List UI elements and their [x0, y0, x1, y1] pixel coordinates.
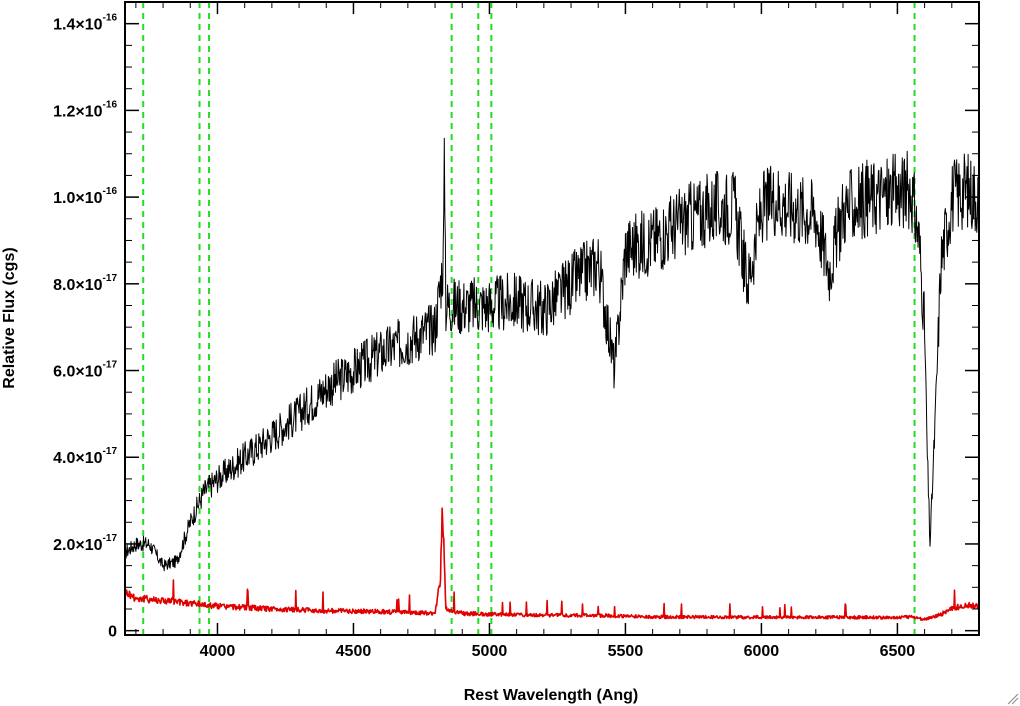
series-layer [124, 137, 980, 621]
y-tick-label: 8.0×10-17 [53, 273, 117, 294]
plot-frame [124, 1, 980, 636]
resize-grip-icon[interactable] [1007, 693, 1019, 705]
x-axis-title: Rest Wavelength (Ang) [464, 687, 639, 704]
spectrum-flux-line [124, 137, 980, 572]
x-tick-label: 5500 [608, 643, 644, 660]
y-tick-label: 1.0×10-16 [53, 186, 117, 207]
y-tick-label: 2.0×10-17 [53, 533, 117, 554]
y-tick-label: 6.0×10-17 [53, 360, 117, 381]
y-axis-title: Relative Flux (cgs) [1, 247, 18, 388]
y-tick-label: 1.2×10-16 [53, 99, 117, 120]
y-axis: 0 2.0×10-17 4.0×10-17 6.0×10-17 8.0×10-17 1.0… [53, 13, 979, 641]
y-tick-label: 1.4×10-16 [53, 13, 117, 34]
x-tick-label: 6000 [744, 643, 780, 660]
x-axis: 4000 4500 5000 5500 6000 6500 [135, 2, 980, 660]
x-tick-label: 4500 [336, 643, 372, 660]
y-tick-label: 4.0×10-17 [53, 446, 117, 467]
x-tick-label: 5000 [472, 643, 508, 660]
x-tick-label: 6500 [880, 643, 916, 660]
y-tick-label: 0 [108, 624, 117, 641]
x-tick-label: 4000 [200, 643, 236, 660]
spectrum-error-line [124, 507, 980, 621]
